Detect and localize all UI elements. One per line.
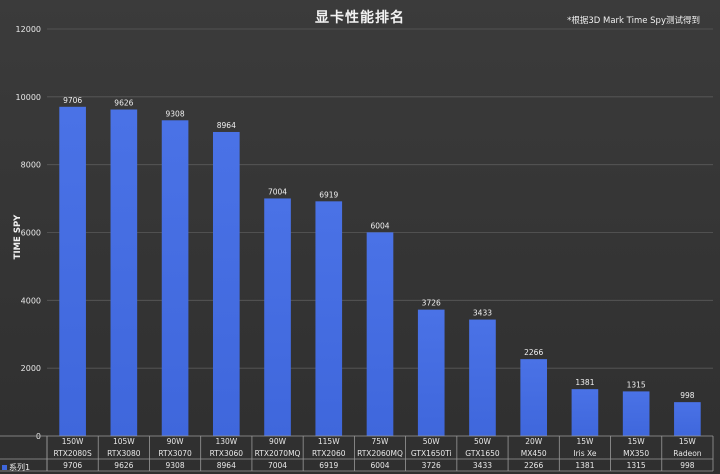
x-tick-label: RTX2060: [312, 449, 346, 458]
bar-value-label: 3726: [422, 299, 441, 308]
x-tick-label: 50W: [474, 437, 492, 446]
bar: [161, 120, 189, 437]
bar-value-label: 6004: [370, 221, 389, 230]
bar: [674, 402, 701, 436]
table-value: 7004: [268, 461, 287, 470]
bar-value-label: 2266: [524, 348, 543, 357]
bar: [212, 131, 240, 436]
x-tick-label: GTX1650: [465, 449, 500, 458]
y-tick-label: 10000: [16, 93, 41, 102]
x-tick-label: 105W: [113, 437, 135, 446]
bar-value-label: 9626: [114, 99, 133, 108]
x-tick-label: 115W: [318, 437, 340, 446]
legend-series-name: 系列1: [9, 463, 31, 472]
table-value: 3433: [473, 461, 492, 470]
bar: [520, 359, 548, 436]
legend-key: 系列1: [0, 462, 30, 473]
bar: [264, 198, 291, 436]
table-value: 3726: [422, 461, 441, 470]
bar-value-label: 7004: [268, 187, 287, 196]
table-value: 998: [680, 461, 695, 470]
bar-value-label: 9308: [166, 109, 185, 118]
bar: [469, 319, 496, 436]
x-tick-label: 90W: [167, 437, 185, 446]
table-value: 2266: [524, 461, 543, 470]
y-tick-label: 8000: [21, 161, 41, 170]
x-tick-label: MX450: [521, 449, 547, 458]
x-tick-label: 50W: [423, 437, 441, 446]
x-tick-label: Iris Xe: [573, 449, 596, 458]
x-tick-label: 75W: [372, 437, 390, 446]
bar-value-label: 3433: [473, 309, 492, 318]
chart-title: 显卡性能排名: [315, 10, 405, 26]
x-tick-label: 20W: [525, 437, 543, 446]
y-tick-label: 12000: [16, 25, 41, 34]
bar: [571, 389, 599, 436]
bar: [110, 109, 138, 437]
x-tick-label: RTX2080S: [53, 449, 91, 458]
bar-value-label: 1381: [575, 378, 594, 387]
chart-footnote: *根据3D Mark Time Spy测试得到: [567, 16, 700, 26]
bar: [315, 201, 343, 436]
x-tick-label: 15W: [679, 437, 697, 446]
x-tick-label: RTX3080: [107, 449, 141, 458]
legend-swatch: [2, 465, 7, 470]
bar-value-label: 998: [680, 391, 695, 400]
x-tick-label: 150W: [62, 437, 84, 446]
x-tick-label: RTX2070MQ: [255, 449, 301, 458]
x-tick-label: GTX1650Ti: [411, 449, 452, 458]
x-tick-label: Radeon: [673, 449, 702, 458]
x-tick-label: RTX3070: [158, 449, 192, 458]
y-tick-label: 4000: [21, 296, 41, 305]
y-tick-label: 0: [36, 432, 41, 441]
table-value: 9626: [114, 461, 133, 470]
table-value: 9706: [63, 461, 82, 470]
bar: [366, 232, 394, 436]
y-tick-label: 2000: [21, 364, 41, 373]
x-tick-label: RTX2060MQ: [357, 449, 403, 458]
bar-value-label: 1315: [627, 380, 646, 389]
y-tick-label: 6000: [21, 229, 41, 238]
table-value: 9308: [166, 461, 185, 470]
x-tick-label: 130W: [215, 437, 237, 446]
x-tick-label: 90W: [269, 437, 287, 446]
table-value: 6919: [319, 461, 338, 470]
table-value: 1315: [627, 461, 646, 470]
table-value: 1381: [575, 461, 594, 470]
bar-value-label: 6919: [319, 190, 338, 199]
bar: [59, 106, 86, 436]
x-tick-label: MX350: [623, 449, 649, 458]
table-value: 6004: [370, 461, 389, 470]
table-value: 8964: [217, 461, 236, 470]
bar: [622, 391, 650, 436]
x-tick-label: RTX3060: [210, 449, 244, 458]
x-tick-label: 15W: [576, 437, 594, 446]
bar-value-label: 9706: [63, 96, 82, 105]
x-tick-label: 15W: [628, 437, 646, 446]
bar: [417, 309, 445, 436]
bar-value-label: 8964: [217, 121, 236, 130]
